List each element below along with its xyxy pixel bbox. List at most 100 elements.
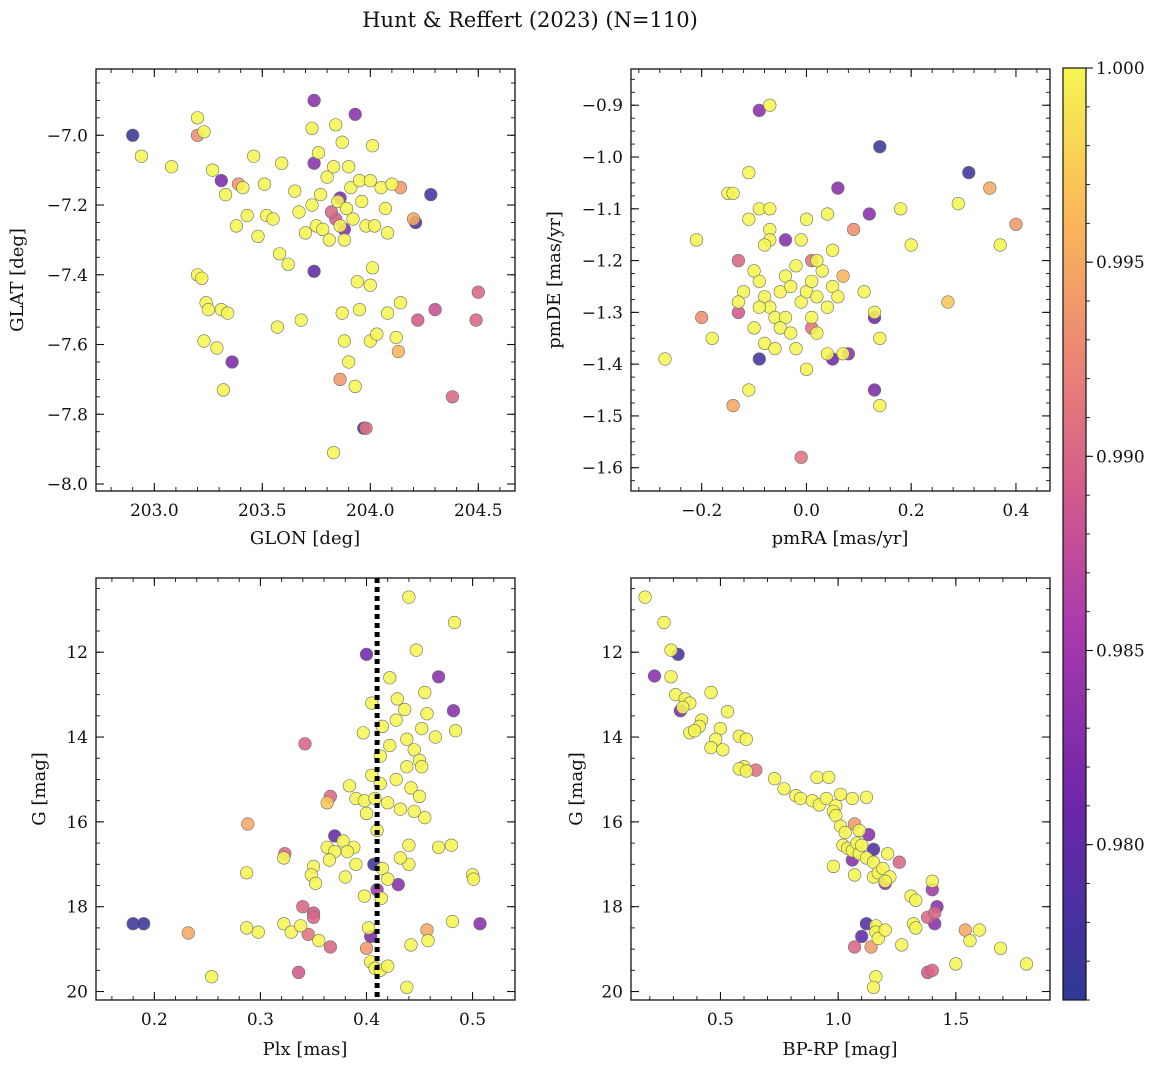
plx-magnitude-point xyxy=(301,927,315,941)
position-point xyxy=(134,149,148,163)
position-panel: 203.0 203.5 204.0 204.5 −7.0 −7.2 −7.4 −7.6 −7.8… xyxy=(7,68,516,549)
position-point xyxy=(333,219,347,233)
position-point xyxy=(307,264,321,278)
color-magnitude-point xyxy=(833,787,848,801)
position-y-tick-label: −7.2 xyxy=(47,196,88,216)
color-magnitude-panel: 0.5 1.0 1.5 12 14 16 18 20 BP-RP [mag] G [mag] xyxy=(566,577,1051,1060)
position-point xyxy=(339,201,354,216)
proper-motion-point xyxy=(794,295,808,309)
plx-magnitude-point xyxy=(398,702,412,717)
plx-magnitude-point xyxy=(389,772,403,787)
color-magnitude-point xyxy=(647,669,662,683)
position-point xyxy=(335,135,349,149)
color-magnitude-point xyxy=(972,923,987,937)
color-magnitude-y-tick-label: 16 xyxy=(601,813,623,833)
position-point xyxy=(344,181,358,195)
color-magnitude-point xyxy=(638,590,652,604)
position-point xyxy=(214,174,228,188)
color-magnitude-point xyxy=(657,615,671,630)
plx-magnitude-point xyxy=(322,853,337,867)
color-magnitude-point xyxy=(852,823,866,838)
proper-motion-x-axis-label: pmRA [mas/yr] xyxy=(772,528,909,549)
position-point xyxy=(350,275,364,289)
color-magnitude-x-tick-label: 1.5 xyxy=(942,1010,969,1030)
position-point xyxy=(316,222,330,236)
plx-magnitude-point xyxy=(409,643,423,657)
proper-motion-point xyxy=(857,285,871,299)
color-magnitude-point xyxy=(704,685,718,700)
proper-motion-y-tick-label: −1.2 xyxy=(582,252,623,272)
color-magnitude-point xyxy=(909,921,923,935)
proper-motion-point xyxy=(778,269,793,283)
proper-motion-point xyxy=(831,290,845,304)
proper-motion-point xyxy=(805,274,819,288)
position-point xyxy=(190,111,205,125)
position-point xyxy=(210,341,224,355)
color-magnitude-point xyxy=(909,893,923,907)
position-point xyxy=(201,303,215,317)
color-magnitude-x-tick-label: 0.5 xyxy=(707,1010,734,1030)
position-point xyxy=(363,174,377,188)
proper-motion-point xyxy=(658,352,672,366)
position-point xyxy=(311,146,326,160)
proper-motion-point xyxy=(757,238,772,252)
color-magnitude-x-axis-label: BP-RP [mag] xyxy=(782,1039,897,1060)
position-point xyxy=(294,313,308,327)
position-point xyxy=(219,188,233,202)
plx-magnitude-point xyxy=(432,840,446,854)
plx-magnitude-point xyxy=(240,921,254,935)
plx-magnitude-point xyxy=(444,838,459,852)
proper-motion-point xyxy=(873,140,887,154)
proper-motion-y-tick-label: −0.9 xyxy=(582,96,623,116)
color-magnitude-y-tick-label: 20 xyxy=(601,983,623,1003)
plx-magnitude-point xyxy=(284,925,298,939)
plx-magnitude-point xyxy=(473,917,487,931)
position-point xyxy=(195,271,209,285)
position-point xyxy=(266,212,280,226)
plx-magnitude-point xyxy=(383,738,397,753)
position-y-tick-label: −7.0 xyxy=(47,126,88,146)
proper-motion-point xyxy=(763,98,777,112)
color-magnitude-point xyxy=(845,791,859,806)
color-magnitude-point xyxy=(864,940,878,954)
color-magnitude-point xyxy=(949,957,963,971)
plx-magnitude-point xyxy=(292,965,306,980)
proper-motion-point xyxy=(799,212,814,226)
plx-magnitude-y-tick-label: 16 xyxy=(66,813,88,833)
plx-magnitude-point xyxy=(404,781,418,795)
proper-motion-y-axis-label: pmDE [mas/yr] xyxy=(544,211,565,349)
position-point xyxy=(352,303,367,317)
plx-magnitude-point xyxy=(349,857,363,871)
color-magnitude-point xyxy=(838,825,852,840)
plx-magnitude-point xyxy=(449,724,463,738)
plx-magnitude-point xyxy=(306,910,321,924)
position-points xyxy=(126,93,485,460)
position-point xyxy=(391,344,406,359)
plx-magnitude-point xyxy=(445,914,460,929)
position-point xyxy=(378,201,393,216)
position-point xyxy=(236,181,250,195)
position-point xyxy=(337,233,352,247)
color-magnitude-point xyxy=(793,791,808,806)
color-magnitude-y-tick-label: 14 xyxy=(601,728,623,748)
color-magnitude-y-axis-label: G [mag] xyxy=(566,752,587,825)
color-magnitude-point xyxy=(880,847,895,861)
proper-motion-point xyxy=(820,300,835,314)
plx-magnitude-x-tick-label: 0.2 xyxy=(141,1010,168,1030)
plx-magnitude-point xyxy=(312,933,326,948)
proper-motion-point xyxy=(862,207,876,221)
plx-magnitude-point xyxy=(407,804,421,818)
position-point xyxy=(320,170,334,184)
proper-motion-point xyxy=(695,310,709,325)
proper-motion-point xyxy=(815,264,829,278)
position-point xyxy=(381,306,395,320)
position-point xyxy=(305,121,319,135)
color-magnitude-point xyxy=(855,838,869,852)
plx-magnitude-point xyxy=(338,870,352,884)
proper-motion-point xyxy=(773,321,787,335)
color-magnitude-point xyxy=(878,874,892,888)
color-magnitude-point xyxy=(822,770,836,784)
proper-motion-point xyxy=(894,202,908,216)
colorbar: 1.000 0.995 0.990 0.985 0.980 xyxy=(1062,59,1145,1001)
position-point xyxy=(221,306,235,320)
